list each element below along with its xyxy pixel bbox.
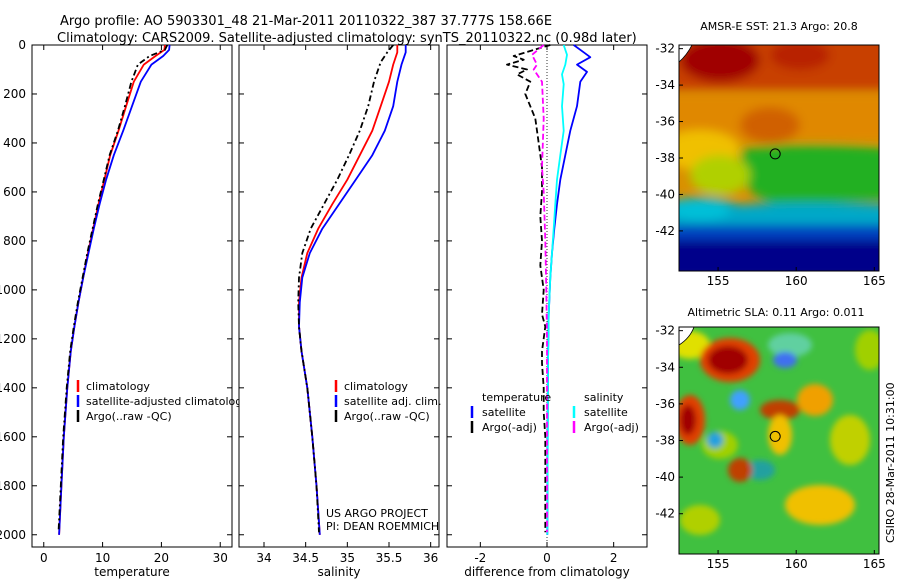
y-tick-label: 2000 (0, 528, 26, 542)
y-tick-label: 1400 (0, 381, 26, 395)
x-tick-label: 20 (154, 551, 169, 565)
map-y-tick-label: -32 (655, 324, 675, 338)
x-tick-label: 36 (423, 551, 438, 565)
x-tick-label: 34 (256, 551, 271, 565)
y-tick-label: 1800 (0, 479, 26, 493)
legend-label: satellite adj. clim. (344, 395, 441, 408)
x-tick-label: 35.5 (376, 551, 403, 565)
series-line-argo-raw-qc (297, 44, 394, 533)
sla-map-panel: Altimetric SLA: 0.11 Argo: 0.011 (655, 306, 885, 571)
map-y-tick-label: -42 (655, 224, 675, 238)
sst-map-axes: 155 160 165 -32 -34 -36 -38 -40 -42 (655, 42, 885, 288)
legend-label: satellite (584, 406, 628, 419)
temperature-panel: 0 10 20 30 0 200 400 600 800 1000 1200 1400 1600 1800… (0, 38, 249, 579)
temperature-profile-xlabel: temperature (94, 565, 169, 579)
legend-label: satellite (482, 406, 526, 419)
sla-map-axes: 155 160 165 -32 -34 -36 -38 -40 -42 (655, 324, 885, 571)
map-x-tick-label: 160 (785, 557, 808, 571)
series-line-salinity-argo-adj (531, 44, 548, 533)
map-y-tick-label: -38 (655, 151, 675, 165)
x-tick-label: 2 (610, 551, 618, 565)
map-y-tick-label: -42 (655, 507, 675, 521)
x-tick-label: 0 (543, 551, 551, 565)
sla-map-title: Altimetric SLA: 0.11 Argo: 0.011 (687, 306, 864, 319)
sst-map-panel: AMSR-E SST: 21.3 Argo: 20.8 155 160 165- (655, 20, 885, 288)
y-tick-label: 800 (3, 234, 26, 248)
temperature-profile-frame (31, 44, 233, 548)
legend-label: Argo(..raw -QC) (86, 410, 172, 423)
series-line-salinity-satellite (546, 44, 568, 535)
y-tick-label: 600 (3, 185, 26, 199)
x-tick-label: 30 (213, 551, 228, 565)
legend-label: climatology (344, 380, 408, 393)
map-y-tick-label: -38 (655, 434, 675, 448)
y-tick-label: 0 (18, 38, 26, 52)
figure-title-line2: Climatology: CARS2009. Satellite-adjuste… (57, 31, 637, 46)
sla-field (679, 327, 879, 554)
map-y-tick-label: -32 (655, 42, 675, 56)
sst-map-title: AMSR-E SST: 21.3 Argo: 20.8 (700, 20, 858, 33)
sla-argo-position-marker (769, 430, 781, 442)
difference-profile-xlabel: difference from climatology (464, 565, 630, 579)
project-annotation: US ARGO PROJECT (326, 507, 428, 520)
map-x-tick-label: 165 (863, 557, 886, 571)
map-x-tick-label: 165 (863, 274, 886, 288)
legend-group-header: salinity (584, 391, 624, 404)
legend-label: Argo(..raw -QC) (344, 410, 430, 423)
map-y-tick-label: -34 (655, 78, 675, 92)
series-line-satellite-adjusted-climatology (58, 44, 171, 535)
legend-group-header: temperature (482, 391, 551, 404)
y-tick-label: 1600 (0, 430, 26, 444)
x-tick-label: 34.5 (292, 551, 319, 565)
map-y-tick-label: -36 (655, 115, 675, 129)
x-tick-label: 35 (340, 551, 355, 565)
x-tick-label: 0 (40, 551, 48, 565)
project-annotation: PI: DEAN ROEMMICH (326, 520, 439, 533)
map-y-tick-label: -34 (655, 360, 675, 374)
legend-label: satellite-adjusted climatology (86, 395, 249, 408)
map-y-tick-label: -40 (655, 470, 675, 484)
salinity-panel: 34 34.5 35 35.5 36 salinity climatology satelli… (238, 44, 441, 579)
y-tick-label: 400 (3, 136, 26, 150)
map-x-tick-label: 155 (707, 557, 730, 571)
figure-title-line1: Argo profile: AO 5903301_48 21-Mar-2011 … (60, 14, 552, 29)
map-x-tick-label: 155 (707, 274, 730, 288)
legend-label: Argo(-adj) (584, 421, 639, 434)
y-tick-label: 200 (3, 87, 26, 101)
salinity-profile-xlabel: salinity (317, 565, 360, 579)
sst-coastline (679, 45, 693, 63)
map-y-tick-label: -36 (655, 397, 675, 411)
series-line-temperature-argo-adj (506, 44, 551, 533)
y-tick-label: 1000 (0, 283, 26, 297)
legend-label: climatology (86, 380, 150, 393)
sst-field (679, 45, 879, 271)
x-tick-label: 10 (95, 551, 110, 565)
x-tick-label: -2 (474, 551, 486, 565)
map-y-tick-label: -40 (655, 187, 675, 201)
creation-stamp: CSIRO 28-Mar-2011 10:31:00 (884, 382, 897, 543)
salinity-profile-frame (238, 44, 440, 548)
legend-label: Argo(-adj) (482, 421, 537, 434)
map-x-tick-label: 160 (785, 274, 808, 288)
sla-coastline (679, 327, 695, 346)
y-tick-label: 1200 (0, 332, 26, 346)
sst-argo-position-marker (769, 148, 781, 160)
